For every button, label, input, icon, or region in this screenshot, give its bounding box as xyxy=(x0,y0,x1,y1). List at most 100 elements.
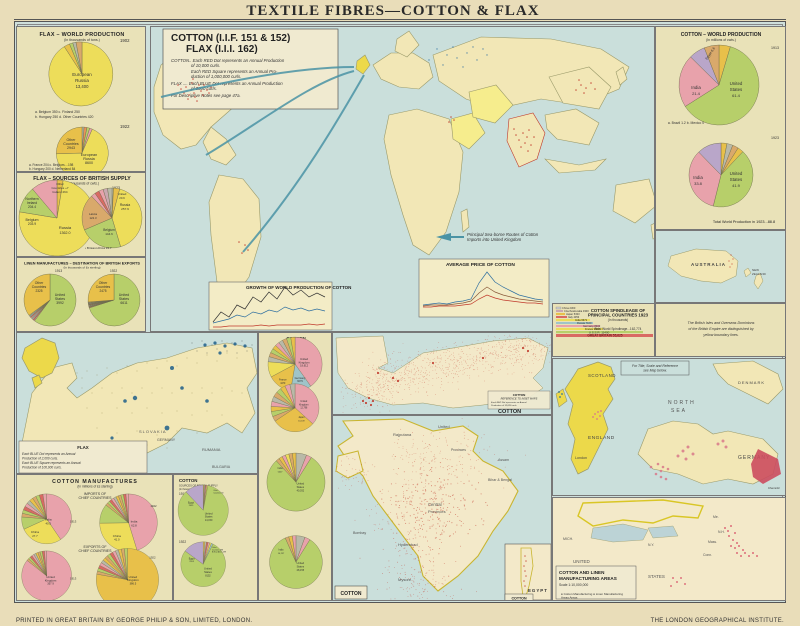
svg-text:(In millions of cwts.): (In millions of cwts.) xyxy=(706,38,736,42)
svg-text:Each BLUE Dot represents an An: Each BLUE Dot represents an Annual xyxy=(22,452,76,456)
svg-text:1913: 1913 xyxy=(70,577,77,581)
svg-text:Me.: Me. xyxy=(713,515,719,519)
svg-text:Countries 59: Countries 59 xyxy=(213,492,223,495)
svg-text:13,400: 13,400 xyxy=(76,84,89,89)
svg-text:Rajputana: Rajputana xyxy=(393,432,412,437)
svg-text:Kingdom: Kingdom xyxy=(299,403,308,406)
svg-text:yellow boundary lines.: yellow boundary lines. xyxy=(702,333,738,337)
svg-text:Bombay: Bombay xyxy=(353,531,366,535)
svg-text:London: London xyxy=(575,456,587,460)
svg-text:62.8: 62.8 xyxy=(131,524,137,528)
svg-text:Production of 2,000 curls.: Production of 2,000 curls. xyxy=(22,457,58,461)
svg-text:19,612: 19,612 xyxy=(300,364,309,368)
svg-text:N.H.: N.H. xyxy=(718,530,725,534)
svg-text:of the British Empire are dist: of the British Empire are distinguished … xyxy=(688,327,754,331)
svg-text:COTTON (I.I.F. 151 & 152): COTTON (I.I.F. 151 & 152) xyxy=(171,33,290,44)
svg-text:ZEALAND: ZEALAND xyxy=(752,272,767,276)
svg-text:122.3: 122.3 xyxy=(90,216,97,220)
svg-text:Egypt: Egypt xyxy=(188,501,194,504)
svg-text:India: India xyxy=(691,85,701,90)
svg-text:MANUFACTURING AREAS: MANUFACTURING AREAS xyxy=(559,576,617,581)
svg-text:2943: 2943 xyxy=(67,146,75,150)
svg-text:1923: 1923 xyxy=(771,136,779,140)
svg-text:Other: Other xyxy=(212,546,217,549)
svg-text:GREAT BRITAIN 55,625: GREAT BRITAIN 55,625 xyxy=(587,334,622,338)
svg-text:REFERENCE TO INSET MAPS: REFERENCE TO INSET MAPS xyxy=(501,397,538,401)
svg-text:STATES: STATES xyxy=(648,574,665,579)
svg-text:CHIEF COUNTRIES: CHIEF COUNTRIES xyxy=(79,549,113,553)
svg-text:Each BLUE Square represents an: Each BLUE Square represents an Annual xyxy=(22,461,81,465)
svg-text:States: States xyxy=(204,570,212,574)
svg-text:Conn.: Conn. xyxy=(703,553,712,557)
svg-text:6611: 6611 xyxy=(120,301,127,305)
svg-text:Bihar & Bengal: Bihar & Bengal xyxy=(488,478,512,482)
svg-text:States: States xyxy=(297,564,305,568)
svg-text:Production of 100,000 curls.: Production of 100,000 curls. xyxy=(22,466,62,470)
svg-text:States: States xyxy=(297,485,305,489)
svg-text:MICH.: MICH. xyxy=(563,537,573,541)
svg-text:10,257: 10,257 xyxy=(278,553,285,555)
svg-text:1902: 1902 xyxy=(120,38,130,43)
svg-text:14,150: 14,150 xyxy=(205,519,213,522)
svg-text:NORTH: NORTH xyxy=(668,400,696,406)
svg-text:1922: 1922 xyxy=(179,540,186,544)
svg-text:Assam: Assam xyxy=(498,458,509,462)
svg-text:SEA: SEA xyxy=(671,408,687,414)
svg-text:(In thousands of £s sterling): (In thousands of £s sterling) xyxy=(63,266,100,270)
svg-text:Total World Spindleage...162,7: Total World Spindleage...162,774 xyxy=(595,327,642,331)
svg-text:AUSTRALIA: AUSTRALIA xyxy=(691,262,726,267)
svg-text:33.8: 33.8 xyxy=(694,181,703,186)
svg-text:203.9: 203.9 xyxy=(28,222,36,226)
svg-text:Countries 698: Countries 698 xyxy=(212,548,223,551)
svg-text:SLOVAKIA: SLOVAKIA xyxy=(139,429,167,434)
svg-text:CHIEF COUNTRIES: CHIEF COUNTRIES xyxy=(79,496,113,500)
svg-text:GERMANY: GERMANY xyxy=(157,438,176,442)
svg-text:a. Brazil 1.2 b. Mexico 0: a. Brazil 1.2 b. Mexico 0 xyxy=(668,121,704,125)
svg-text:India: India xyxy=(693,175,703,180)
svg-text:a. Belgium 350 c. Finland 25: a. Belgium 350 c. Finland 250 xyxy=(35,110,80,114)
svg-text:India: India xyxy=(278,468,284,470)
svg-text:COTTON: COTTON xyxy=(511,597,527,601)
svg-text:6079: 6079 xyxy=(297,380,303,383)
svg-text:United: United xyxy=(297,482,305,486)
svg-text:3992: 3992 xyxy=(56,301,64,305)
svg-text:357.9: 357.9 xyxy=(47,581,54,585)
svg-text:• Br.East Africa 19.7: • Br.East Africa 19.7 xyxy=(85,246,112,250)
svg-text:Total World Production in 1923: Total World Production in 1923...88.8 xyxy=(713,220,775,224)
svg-text:144.6: 144.6 xyxy=(105,232,113,236)
svg-text:States: States xyxy=(730,177,743,182)
svg-text:(In thousands): (In thousands) xyxy=(608,318,628,322)
svg-text:1362.0: 1362.0 xyxy=(60,231,71,235)
svg-text:(In thousands of tons.): (In thousands of tons.) xyxy=(64,38,100,42)
svg-text:COTTON.. Each RED Dot represen: COTTON.. Each RED Dot represents an Annu… xyxy=(171,58,285,63)
svg-text:N.Y.: N.Y. xyxy=(648,543,654,547)
svg-text:2475: 2475 xyxy=(99,289,106,293)
svg-text:DENMARK: DENMARK xyxy=(738,380,765,385)
svg-text:Mysore: Mysore xyxy=(398,577,412,582)
svg-text:Other: Other xyxy=(213,489,218,492)
svg-text:Provinces: Provinces xyxy=(428,509,446,514)
svg-text:Each RED Dot represents an Ann: Each RED Dot represents an Annual xyxy=(491,401,527,404)
svg-text:27.7: 27.7 xyxy=(32,534,38,538)
svg-text:Ireland 264: Ireland 264 xyxy=(52,190,67,194)
svg-text:United: United xyxy=(204,567,212,571)
svg-text:SCOTLAND: SCOTLAND xyxy=(588,373,616,378)
svg-text:United: United xyxy=(730,81,743,86)
svg-text:1913: 1913 xyxy=(55,269,62,273)
svg-text:Scale 1:10,000,000: Scale 1:10,000,000 xyxy=(559,583,588,587)
svg-text:1913: 1913 xyxy=(70,520,77,524)
svg-text:European: European xyxy=(72,72,92,77)
svg-text:28,155: 28,155 xyxy=(297,569,305,572)
svg-text:COTTON: COTTON xyxy=(513,393,526,397)
svg-text:8152: 8152 xyxy=(205,574,211,577)
svg-text:41.9: 41.9 xyxy=(732,183,741,188)
svg-text:21.4: 21.4 xyxy=(692,91,701,96)
svg-text:The British Isles and Overseas: The British Isles and Overseas Dominions xyxy=(688,321,755,325)
svg-text:UNITED: UNITED xyxy=(573,559,591,564)
svg-text:1922: 1922 xyxy=(150,504,157,508)
svg-text:Production of 10,000 curls.: Production of 10,000 curls. xyxy=(491,404,517,407)
svg-text:Japan: Japan xyxy=(298,417,305,419)
svg-text:see Map below.: see Map below. xyxy=(643,369,667,373)
svg-text:40.5: 40.5 xyxy=(45,521,51,525)
svg-text:RUMANIA: RUMANIA xyxy=(202,447,221,452)
